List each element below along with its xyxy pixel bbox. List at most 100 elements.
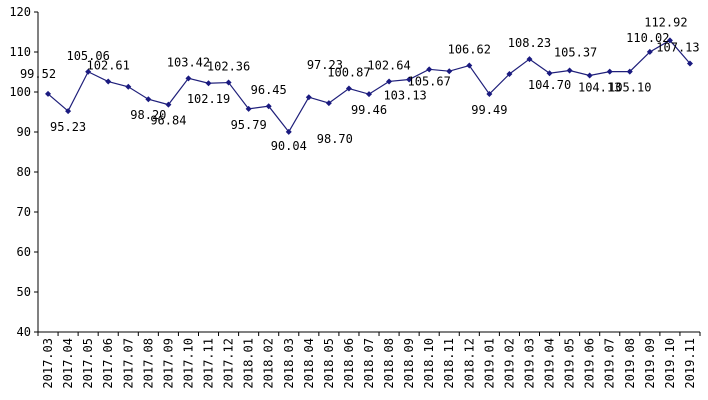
x-tick-label: 2018.02 (262, 338, 276, 389)
x-tick-label: 2018.06 (342, 338, 356, 389)
data-labels: 99.5295.23105.06102.6198.2096.84103.4210… (20, 15, 700, 153)
data-point (225, 79, 232, 86)
data-point (125, 83, 132, 90)
x-tick-label: 2019.10 (663, 338, 677, 389)
data-label: 95.79 (231, 118, 267, 132)
data-label: 105.67 (408, 74, 451, 88)
data-point (646, 48, 653, 55)
x-tick-label: 2017.09 (161, 338, 175, 389)
data-point (305, 94, 312, 101)
data-label: 105.10 (608, 81, 651, 95)
data-point (65, 108, 72, 115)
data-label: 99.52 (20, 67, 56, 81)
data-point (546, 70, 553, 77)
data-point (486, 91, 493, 98)
data-point (526, 56, 533, 63)
data-point (45, 90, 52, 97)
data-label: 98.70 (317, 132, 353, 146)
data-label: 105.06 (66, 49, 109, 63)
x-tick-label: 2017.03 (41, 338, 55, 389)
data-label: 98.20 (130, 108, 166, 122)
data-label: 99.46 (351, 103, 387, 117)
data-point (426, 66, 433, 73)
data-point (446, 68, 453, 75)
data-point (145, 96, 152, 103)
y-tick-label: 50 (17, 285, 31, 299)
x-tick-label: 2017.10 (181, 338, 195, 389)
data-point (105, 78, 112, 85)
data-point (406, 76, 413, 83)
x-tick-label: 2019.02 (502, 338, 516, 389)
data-point (165, 101, 172, 108)
data-point (506, 71, 513, 77)
x-tick-label: 2019.08 (623, 338, 637, 389)
data-label: 106.62 (448, 43, 491, 57)
data-label: 105.37 (554, 46, 597, 60)
x-tick-label: 2019.07 (603, 338, 617, 389)
x-tick-label: 2018.07 (362, 338, 376, 389)
x-tick-label: 2018.11 (442, 338, 456, 389)
data-label: 99.49 (471, 103, 507, 117)
x-axis-ticks: 2017.03 2017.04 2017.05 2017.06 2017.07 2017.… (37, 332, 701, 389)
x-tick-label: 2018.04 (302, 338, 316, 389)
x-tick-label: 2017.05 (81, 338, 95, 389)
data-label: 104.13 (578, 80, 621, 94)
data-label: 110.02 (626, 31, 669, 45)
data-point (686, 60, 693, 67)
data-label: 95.23 (50, 120, 86, 134)
x-tick-label: 2017.08 (141, 338, 155, 389)
x-tick-label: 2018.03 (282, 338, 296, 389)
x-tick-label: 2018.08 (382, 338, 396, 389)
x-tick-label: 2018.10 (422, 338, 436, 389)
data-point (205, 80, 212, 87)
data-point (185, 75, 192, 82)
data-label: 97.23 (307, 58, 343, 72)
x-tick-label: 2019.03 (522, 338, 536, 389)
data-label: 102.64 (367, 58, 410, 72)
data-point (366, 91, 372, 98)
x-tick-label: 2017.06 (101, 338, 115, 389)
y-tick-label: 60 (17, 245, 31, 259)
data-label: 108.23 (508, 36, 551, 50)
data-label: 100.87 (327, 66, 370, 80)
x-tick-label: 2017.11 (202, 338, 216, 389)
data-label: 104.70 (528, 78, 571, 92)
data-point (325, 100, 332, 107)
data-label: 90.04 (271, 139, 307, 153)
data-point (245, 105, 252, 112)
data-label: 103.13 (383, 88, 426, 102)
data-point (345, 85, 352, 92)
data-point (626, 68, 633, 75)
data-label: 107.13 (656, 40, 699, 54)
data-point (85, 68, 92, 75)
x-tick-label: 2018.01 (242, 338, 256, 389)
y-axis-ticks: 40 50 60 70 80 90 100 110 120 (9, 5, 38, 339)
data-point (285, 128, 292, 135)
x-tick-label: 2019.04 (543, 338, 557, 389)
data-label: 102.36 (207, 60, 250, 74)
data-label: 96.45 (251, 83, 287, 97)
x-tick-label: 2018.05 (322, 338, 336, 389)
y-tick-label: 100 (9, 85, 31, 99)
data-label: 102.19 (187, 92, 230, 106)
y-tick-label: 90 (17, 125, 31, 139)
y-tick-label: 40 (17, 325, 31, 339)
x-tick-label: 2017.12 (222, 338, 236, 389)
y-tick-label: 120 (9, 5, 31, 19)
data-point (566, 67, 573, 74)
x-tick-label: 2019.06 (583, 338, 597, 389)
x-tick-label: 2019.01 (482, 338, 496, 389)
data-point (466, 62, 473, 69)
x-tick-label: 2017.04 (61, 338, 75, 389)
data-point (386, 78, 393, 85)
series-group (45, 37, 693, 135)
y-tick-label: 110 (9, 45, 31, 59)
data-point (265, 103, 272, 110)
x-tick-label: 2019.11 (683, 338, 697, 389)
x-tick-label: 2018.09 (402, 338, 416, 389)
x-tick-label: 2018.12 (462, 338, 476, 389)
data-point (666, 37, 673, 44)
data-point (606, 68, 613, 75)
data-point (586, 72, 593, 79)
